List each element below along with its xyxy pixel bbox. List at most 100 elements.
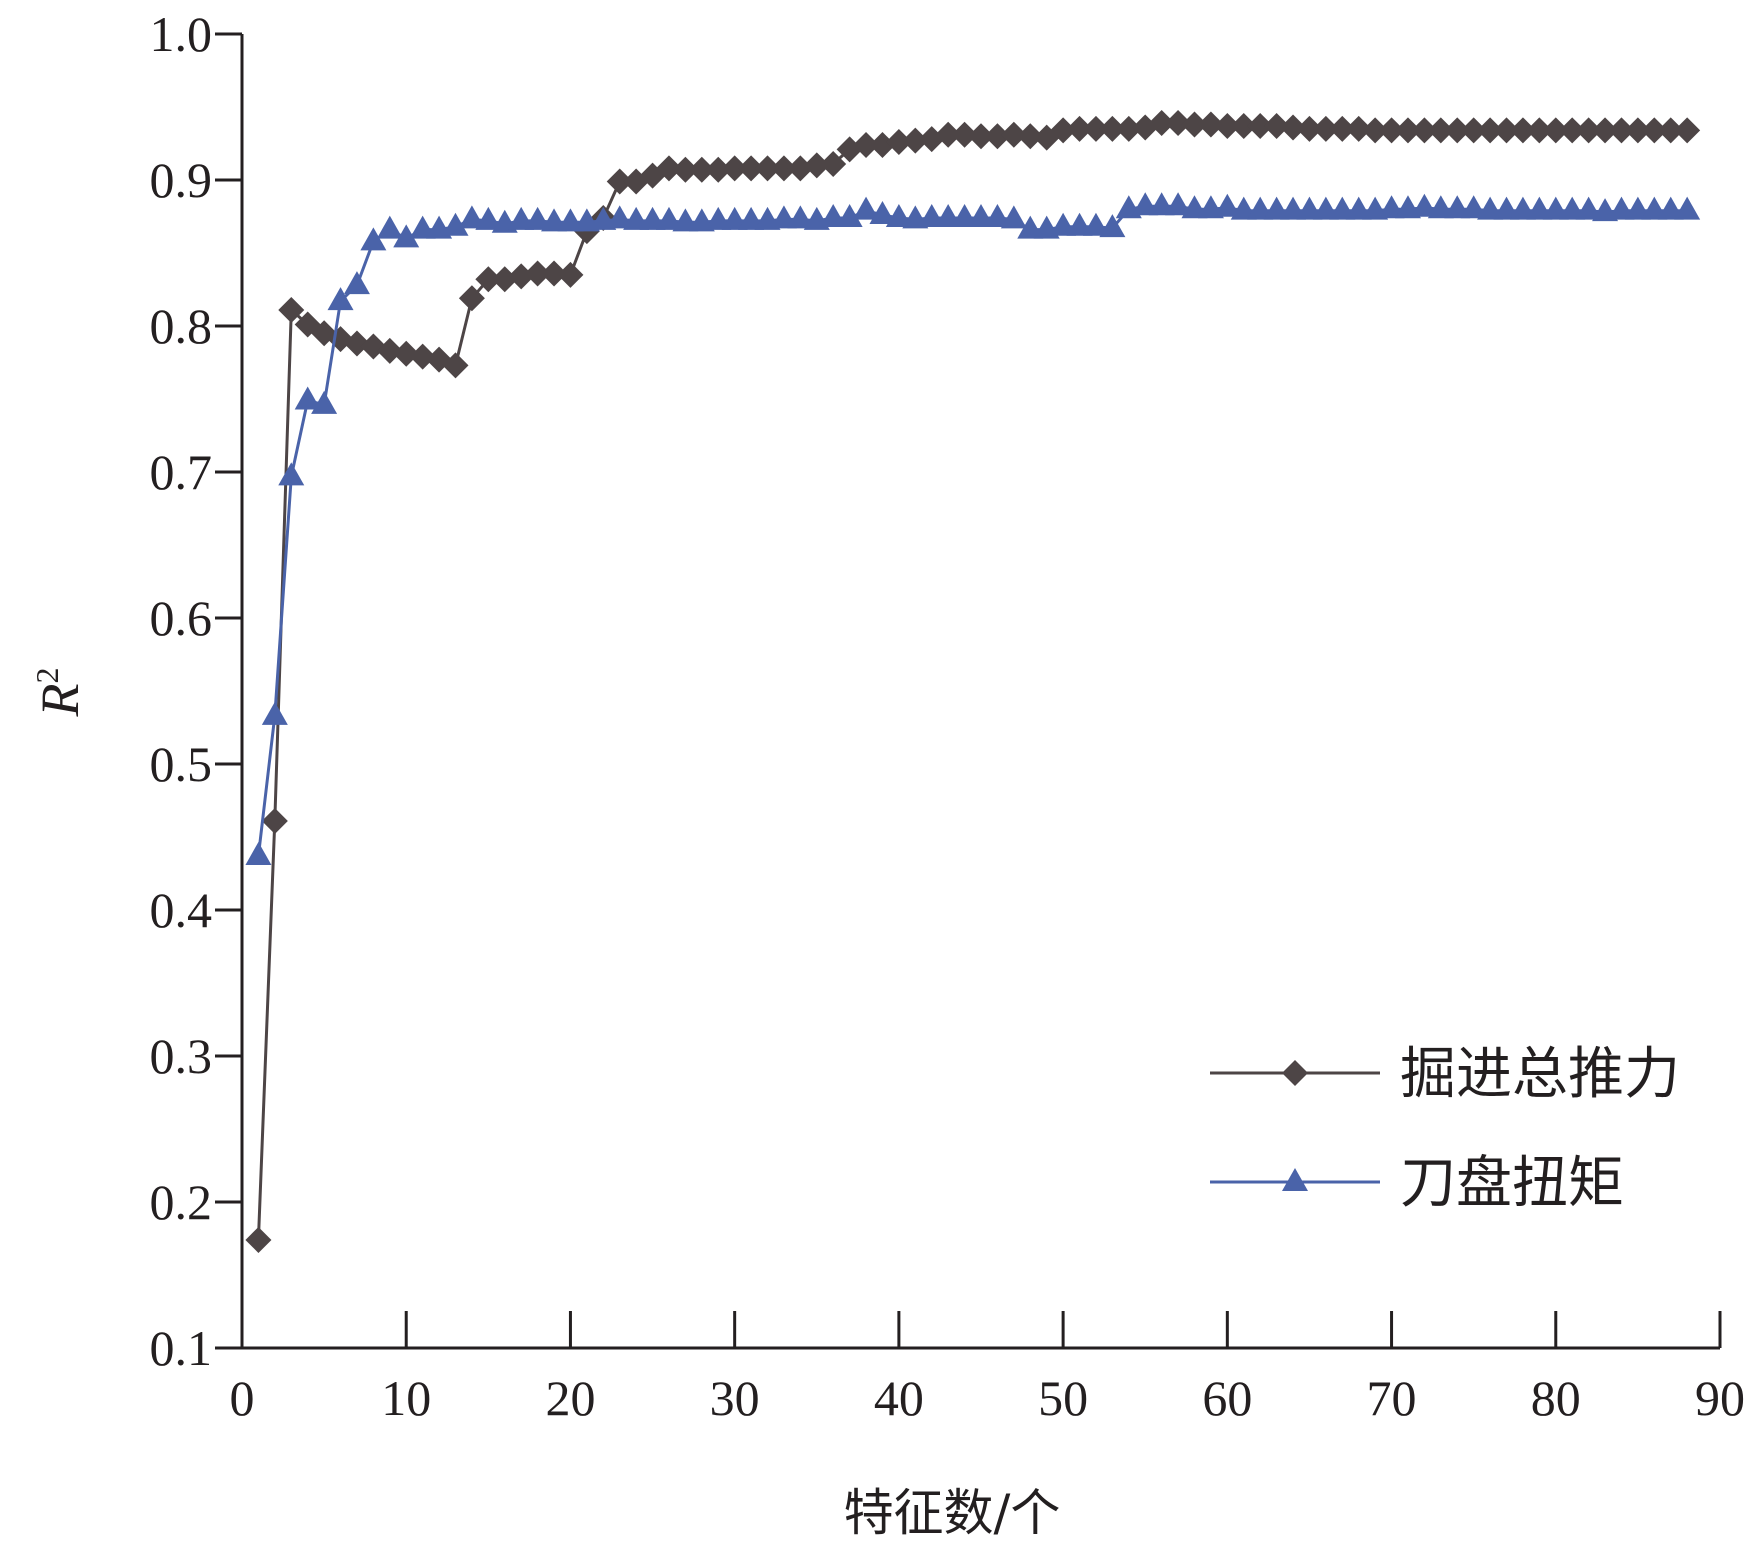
legend-label: 刀盘扭矩 xyxy=(1400,1151,1624,1216)
x-tick-label: 0 xyxy=(230,1370,255,1426)
data-point-diamond xyxy=(738,155,765,182)
data-point-triangle xyxy=(655,206,682,230)
data-point-diamond xyxy=(1165,110,1192,137)
data-point-diamond xyxy=(1394,117,1421,144)
data-point-diamond xyxy=(1115,115,1142,142)
data-point-triangle xyxy=(606,205,633,229)
data-point-triangle xyxy=(1411,193,1438,217)
data-point-triangle xyxy=(935,203,962,227)
y-tick-label: 0.4 xyxy=(150,882,213,938)
data-point-diamond xyxy=(1050,117,1077,144)
data-point-diamond xyxy=(705,156,732,183)
y-tick-label: 0.9 xyxy=(150,152,213,208)
axes-layer xyxy=(240,34,1720,1350)
data-point-triangle xyxy=(820,203,847,227)
x-tick-label: 90 xyxy=(1695,1370,1745,1426)
y-tick-label: 0.2 xyxy=(150,1174,213,1230)
data-point-diamond xyxy=(1017,123,1044,150)
x-tick-label: 50 xyxy=(1038,1370,1088,1426)
data-point-diamond xyxy=(1427,117,1454,144)
data-point-diamond xyxy=(787,155,814,182)
data-point-diamond xyxy=(1444,117,1471,144)
data-point-triangle xyxy=(1000,205,1027,229)
data-point-diamond xyxy=(1099,115,1126,142)
data-point-triangle xyxy=(869,201,896,225)
data-point-triangle xyxy=(1509,196,1536,220)
data-point-diamond xyxy=(1657,117,1684,144)
data-point-triangle xyxy=(508,206,535,230)
data-point-triangle xyxy=(721,206,748,230)
data-point-diamond xyxy=(1263,112,1290,139)
data-point-triangle xyxy=(853,196,880,220)
data-point-diamond xyxy=(1674,117,1701,144)
data-point-triangle xyxy=(1280,196,1307,220)
data-point-triangle xyxy=(343,271,370,295)
data-point-triangle xyxy=(968,203,994,227)
data-point-diamond xyxy=(557,261,584,288)
data-point-diamond xyxy=(1362,117,1389,144)
y-tick-label: 1.0 xyxy=(150,6,213,62)
data-point-triangle xyxy=(639,206,666,230)
data-point-triangle xyxy=(1312,196,1339,220)
data-point-diamond xyxy=(1411,117,1438,144)
data-point-triangle xyxy=(1657,196,1684,220)
data-point-diamond xyxy=(1608,117,1635,144)
data-point-diamond xyxy=(1477,117,1504,144)
legend: 掘进总推力 刀盘扭矩 xyxy=(1210,1042,1680,1216)
data-point-triangle xyxy=(984,203,1011,227)
legend-diamond-icon xyxy=(1282,1060,1308,1086)
series-layer xyxy=(245,110,1701,1253)
data-point-diamond xyxy=(853,131,880,158)
data-point-diamond xyxy=(606,168,633,195)
data-point-diamond xyxy=(1345,115,1372,142)
data-point-triangle xyxy=(1329,196,1356,220)
data-point-triangle xyxy=(672,208,699,232)
data-point-diamond xyxy=(1526,117,1553,144)
legend-triangle-icon xyxy=(1282,1168,1308,1191)
data-point-triangle xyxy=(1017,215,1044,239)
data-point-diamond xyxy=(541,260,568,287)
data-point-triangle xyxy=(1378,195,1405,219)
data-point-triangle xyxy=(1082,212,1109,236)
data-point-diamond xyxy=(1592,117,1619,144)
x-tick-label: 60 xyxy=(1202,1370,1252,1426)
data-point-triangle xyxy=(360,227,387,251)
legend-label: 掘进总推力 xyxy=(1400,1042,1680,1107)
data-point-diamond xyxy=(1148,110,1175,137)
data-point-diamond xyxy=(1575,117,1602,144)
data-point-triangle xyxy=(1165,192,1192,216)
data-point-triangle xyxy=(294,386,321,410)
data-point-diamond xyxy=(524,260,551,287)
data-point-triangle xyxy=(1460,195,1487,219)
data-point-triangle xyxy=(1066,212,1093,236)
data-point-diamond xyxy=(393,340,420,367)
data-point-triangle xyxy=(1624,196,1651,220)
data-point-triangle xyxy=(524,206,551,230)
legend-item-series-1: 掘进总推力 xyxy=(1210,1042,1680,1107)
x-tick-label: 80 xyxy=(1531,1370,1581,1426)
data-point-triangle xyxy=(557,208,584,232)
data-point-diamond xyxy=(278,296,305,323)
data-point-diamond xyxy=(968,123,994,150)
data-point-diamond xyxy=(343,330,370,357)
data-point-triangle xyxy=(376,215,403,239)
data-point-triangle xyxy=(393,224,420,248)
series-1 xyxy=(245,110,1701,1253)
data-point-diamond xyxy=(984,123,1011,150)
data-point-diamond xyxy=(1641,117,1668,144)
legend-item-series-2: 刀盘扭矩 xyxy=(1210,1151,1624,1216)
data-point-diamond xyxy=(885,129,912,156)
data-point-diamond xyxy=(1280,114,1307,141)
data-point-triangle xyxy=(409,215,436,239)
data-point-diamond xyxy=(1214,112,1241,139)
x-tick-label: 10 xyxy=(381,1370,431,1426)
data-point-triangle xyxy=(442,212,469,236)
data-point-diamond xyxy=(1378,117,1405,144)
series-2 xyxy=(245,192,1701,865)
data-point-diamond xyxy=(721,155,748,182)
data-point-diamond xyxy=(1493,117,1520,144)
data-point-diamond xyxy=(672,156,699,183)
data-point-triangle xyxy=(770,205,797,229)
y-tick-label: 0.8 xyxy=(150,298,213,354)
